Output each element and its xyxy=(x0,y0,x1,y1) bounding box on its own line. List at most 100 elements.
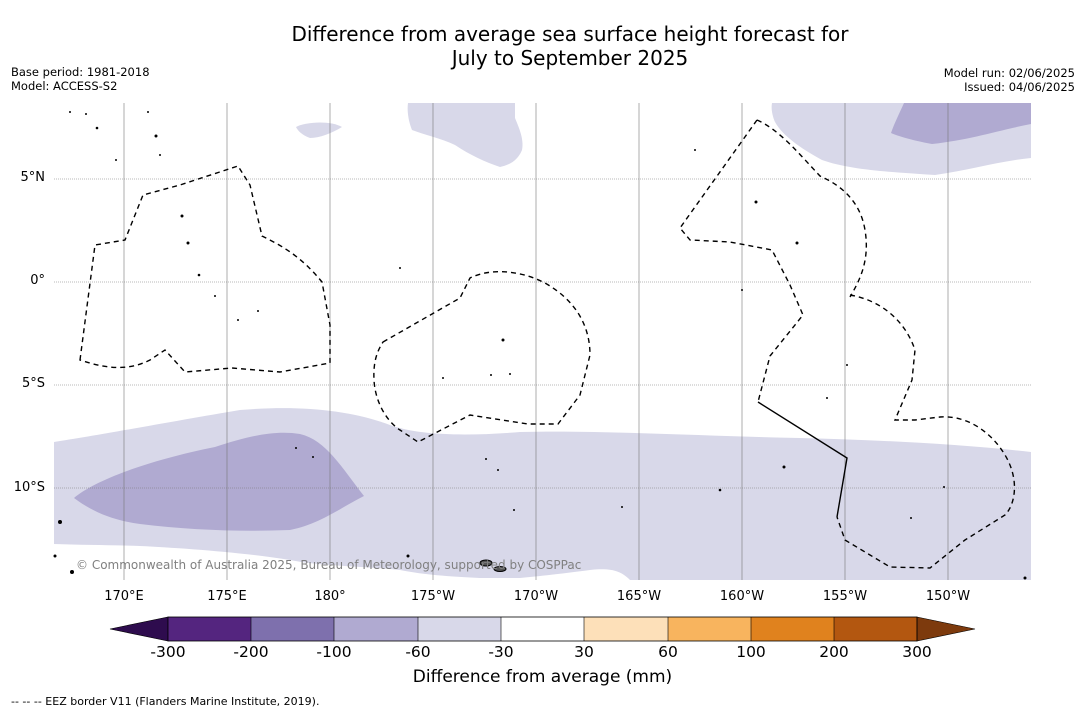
base-period: Base period: 1981-2018 xyxy=(11,65,150,79)
island xyxy=(826,397,828,399)
eez-southeast xyxy=(836,294,1016,569)
lat-label-5s: 5°S xyxy=(21,376,45,391)
parallels xyxy=(54,178,1031,489)
colorbar-tick-label: -30 xyxy=(488,643,514,661)
island xyxy=(509,373,511,375)
island xyxy=(147,111,149,113)
island xyxy=(197,273,201,277)
colorbar-segment xyxy=(668,617,751,641)
island-samoa xyxy=(479,559,493,567)
colorbar-tick-label: 30 xyxy=(574,643,594,661)
colorbar-tick-label: 60 xyxy=(658,643,678,661)
map-title: Difference from average sea surface heig… xyxy=(0,22,1085,70)
colorbar-tick-label: 100 xyxy=(736,643,766,661)
eez-borders xyxy=(79,119,1016,569)
lat-label-5n: 5°N xyxy=(20,170,46,185)
colorbar-frame xyxy=(167,616,918,642)
island xyxy=(115,159,117,161)
island xyxy=(58,520,62,524)
colorbar-segment xyxy=(334,617,418,641)
island xyxy=(186,241,190,245)
eez-kiribati-phoenix xyxy=(373,270,591,443)
island xyxy=(910,517,912,519)
lon-label-155w: 155°W xyxy=(822,589,868,604)
island xyxy=(497,469,499,471)
island xyxy=(70,570,74,574)
fill-south-core xyxy=(74,432,364,531)
title-line-1: Difference from average sea surface heig… xyxy=(291,22,849,46)
anomaly-fill xyxy=(54,103,1031,580)
colorbar-segment xyxy=(501,617,584,641)
colorbar-extend-low xyxy=(109,616,169,642)
lon-label-175e: 175°E xyxy=(207,589,247,604)
island xyxy=(513,509,515,511)
eez-kiribati-line xyxy=(756,119,867,298)
island xyxy=(501,338,505,342)
island xyxy=(214,295,216,297)
copyright-notice: © Commonwealth of Australia 2025, Bureau… xyxy=(76,558,582,572)
island xyxy=(490,374,492,376)
fill-north-blob xyxy=(407,103,523,167)
colorbar-segment xyxy=(834,617,917,641)
island xyxy=(312,456,314,458)
colorbar xyxy=(109,616,976,642)
colorbar-tick-label: -300 xyxy=(150,643,186,661)
island xyxy=(741,289,743,291)
lon-label-165w: 165°W xyxy=(616,589,662,604)
colorbar-tick-label: 300 xyxy=(902,643,932,661)
issued-date: Issued: 04/06/2025 xyxy=(964,80,1075,94)
island xyxy=(795,241,799,245)
island xyxy=(257,310,259,312)
lon-label-170w: 170°W xyxy=(513,589,559,604)
colorbar-dividers xyxy=(250,617,835,641)
island xyxy=(1023,576,1027,580)
island xyxy=(754,200,758,204)
colorbar-segment xyxy=(251,617,334,641)
island xyxy=(95,126,99,130)
colorbar-tick-label: -200 xyxy=(233,643,269,661)
island xyxy=(85,113,87,115)
fill-northeast-core xyxy=(891,103,1031,144)
colorbar-tick-label: 200 xyxy=(819,643,849,661)
eez-kiribati-gilbert xyxy=(79,165,331,373)
eez-line-diagonal xyxy=(757,401,848,518)
graticule xyxy=(54,103,1031,580)
lon-label-150w: 150°W xyxy=(925,589,971,604)
island xyxy=(782,465,786,469)
colorbar-tick-label: -60 xyxy=(405,643,431,661)
island xyxy=(943,486,945,488)
colorbar-segment xyxy=(584,617,668,641)
island xyxy=(53,554,57,558)
island xyxy=(406,554,410,558)
island xyxy=(846,364,848,366)
colorbar-extend-high xyxy=(916,616,976,642)
island xyxy=(159,154,161,156)
model-run: Model run: 02/06/2025 xyxy=(943,66,1075,80)
island xyxy=(69,111,71,113)
island xyxy=(485,458,487,460)
island xyxy=(154,134,158,138)
title-line-2: July to September 2025 xyxy=(451,46,689,70)
lon-label-180: 180° xyxy=(314,589,346,604)
island-samoa-east xyxy=(493,566,507,572)
lon-label-160w: 160°W xyxy=(719,589,765,604)
lat-label-0: 0° xyxy=(30,273,45,288)
model-name: Model: ACCESS-S2 xyxy=(11,79,118,93)
island xyxy=(694,149,696,151)
colorbar-segment xyxy=(168,617,251,641)
colorbar-title: Difference from average (mm) xyxy=(412,667,673,687)
colorbar-segment xyxy=(418,617,501,641)
meridians xyxy=(123,103,949,580)
island xyxy=(295,447,297,449)
fill-north-small xyxy=(296,122,342,138)
eez-footnote: -- -- -- EEZ border V11 (Flanders Marine… xyxy=(11,695,320,708)
colorbar-tick-label: -100 xyxy=(316,643,352,661)
island xyxy=(621,506,623,508)
meta-left: Base period: 1981-2018 Model: ACCESS-S2 xyxy=(11,65,150,93)
island xyxy=(442,377,444,379)
meta-right: Model run: 02/06/2025 Issued: 04/06/2025 xyxy=(944,66,1075,94)
islands xyxy=(53,111,1027,580)
island xyxy=(718,488,722,492)
island xyxy=(180,214,184,218)
